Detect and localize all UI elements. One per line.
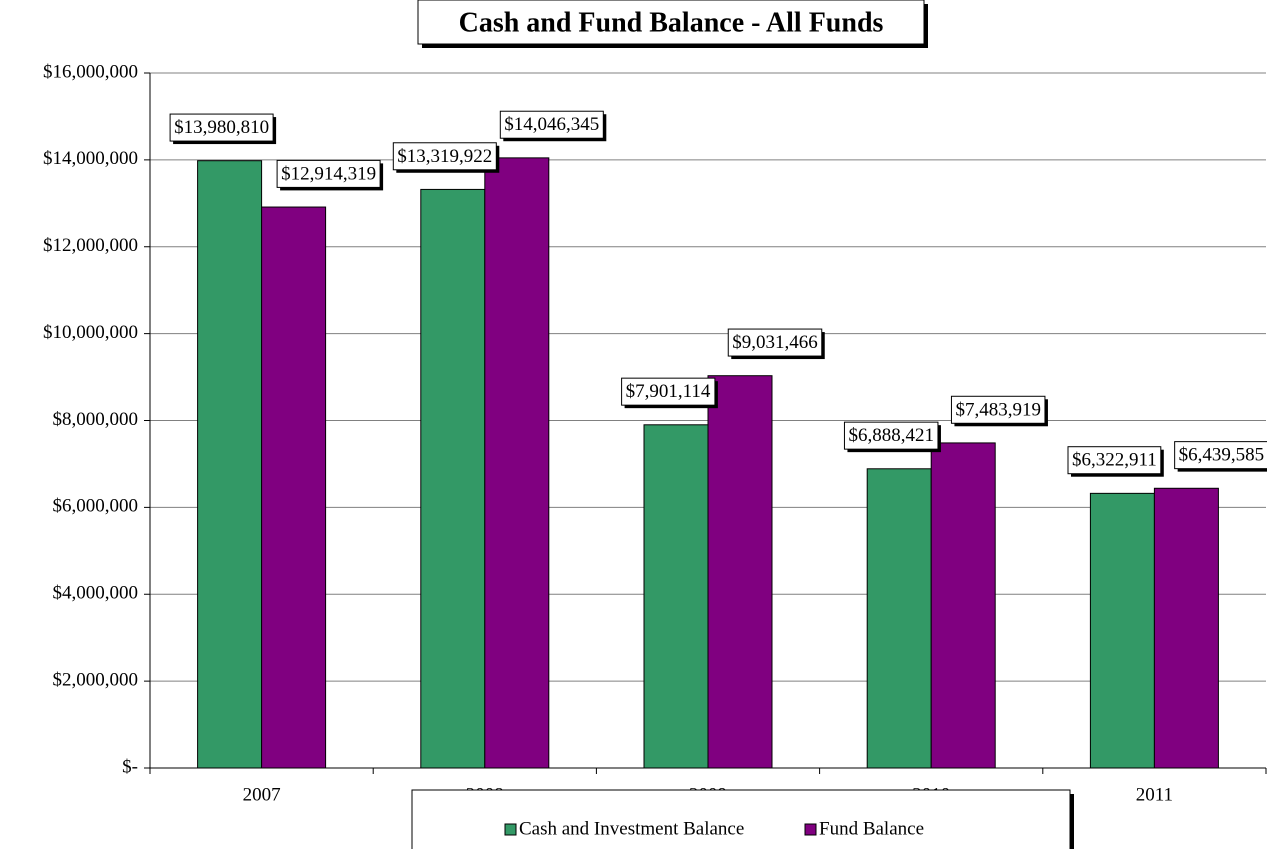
y-tick-label: $16,000,000 (43, 61, 138, 82)
bar (1089, 492, 1155, 769)
value-label: $7,483,919 (955, 399, 1041, 420)
value-label: $13,980,810 (174, 117, 269, 138)
value-label-box (621, 377, 716, 406)
legend-swatch (804, 823, 817, 836)
value-label: $6,888,421 (848, 425, 934, 446)
value-label: $6,439,585 (1179, 445, 1265, 466)
bar (197, 160, 263, 769)
y-tick-label: $2,000,000 (53, 669, 139, 690)
value-label-box (1174, 441, 1267, 470)
y-tick-label: $4,000,000 (53, 583, 139, 604)
value-label: $6,322,911 (1072, 450, 1157, 471)
bar (261, 206, 327, 769)
x-tick-label: 2007 (243, 784, 281, 805)
legend-label: Cash and Investment Balance (519, 818, 744, 839)
legend-label: Fund Balance (819, 818, 924, 839)
y-tick-label: $6,000,000 (53, 496, 139, 517)
bar (484, 157, 550, 769)
value-label-box (392, 142, 497, 171)
y-tick-label: $- (122, 756, 138, 777)
value-label-box (276, 159, 381, 188)
y-tick-label: $10,000,000 (43, 322, 138, 343)
value-label-box (499, 110, 604, 139)
bar (930, 442, 996, 769)
bar (866, 468, 932, 769)
value-label-box (1067, 446, 1162, 475)
x-tick-label: 2011 (1136, 784, 1173, 805)
bar (1153, 487, 1219, 769)
value-label: $13,319,922 (397, 146, 492, 167)
chart-title: Cash and Fund Balance - All Funds (459, 7, 884, 38)
bar (643, 424, 709, 769)
value-label-box (169, 113, 274, 142)
value-label: $14,046,345 (504, 114, 599, 135)
value-label-box (727, 328, 823, 357)
value-label: $12,914,319 (281, 163, 376, 184)
y-tick-label: $12,000,000 (43, 235, 138, 256)
y-tick-label: $8,000,000 (53, 409, 139, 430)
y-tick-label: $14,000,000 (43, 148, 138, 169)
legend-swatch (504, 823, 517, 836)
title-box (417, 0, 925, 45)
value-label-box (950, 395, 1046, 424)
legend-box (411, 789, 1071, 849)
bar (707, 375, 773, 769)
bar (420, 188, 486, 769)
value-label: $9,031,466 (732, 332, 818, 353)
value-label-box (843, 421, 939, 450)
value-label: $7,901,114 (626, 381, 711, 402)
